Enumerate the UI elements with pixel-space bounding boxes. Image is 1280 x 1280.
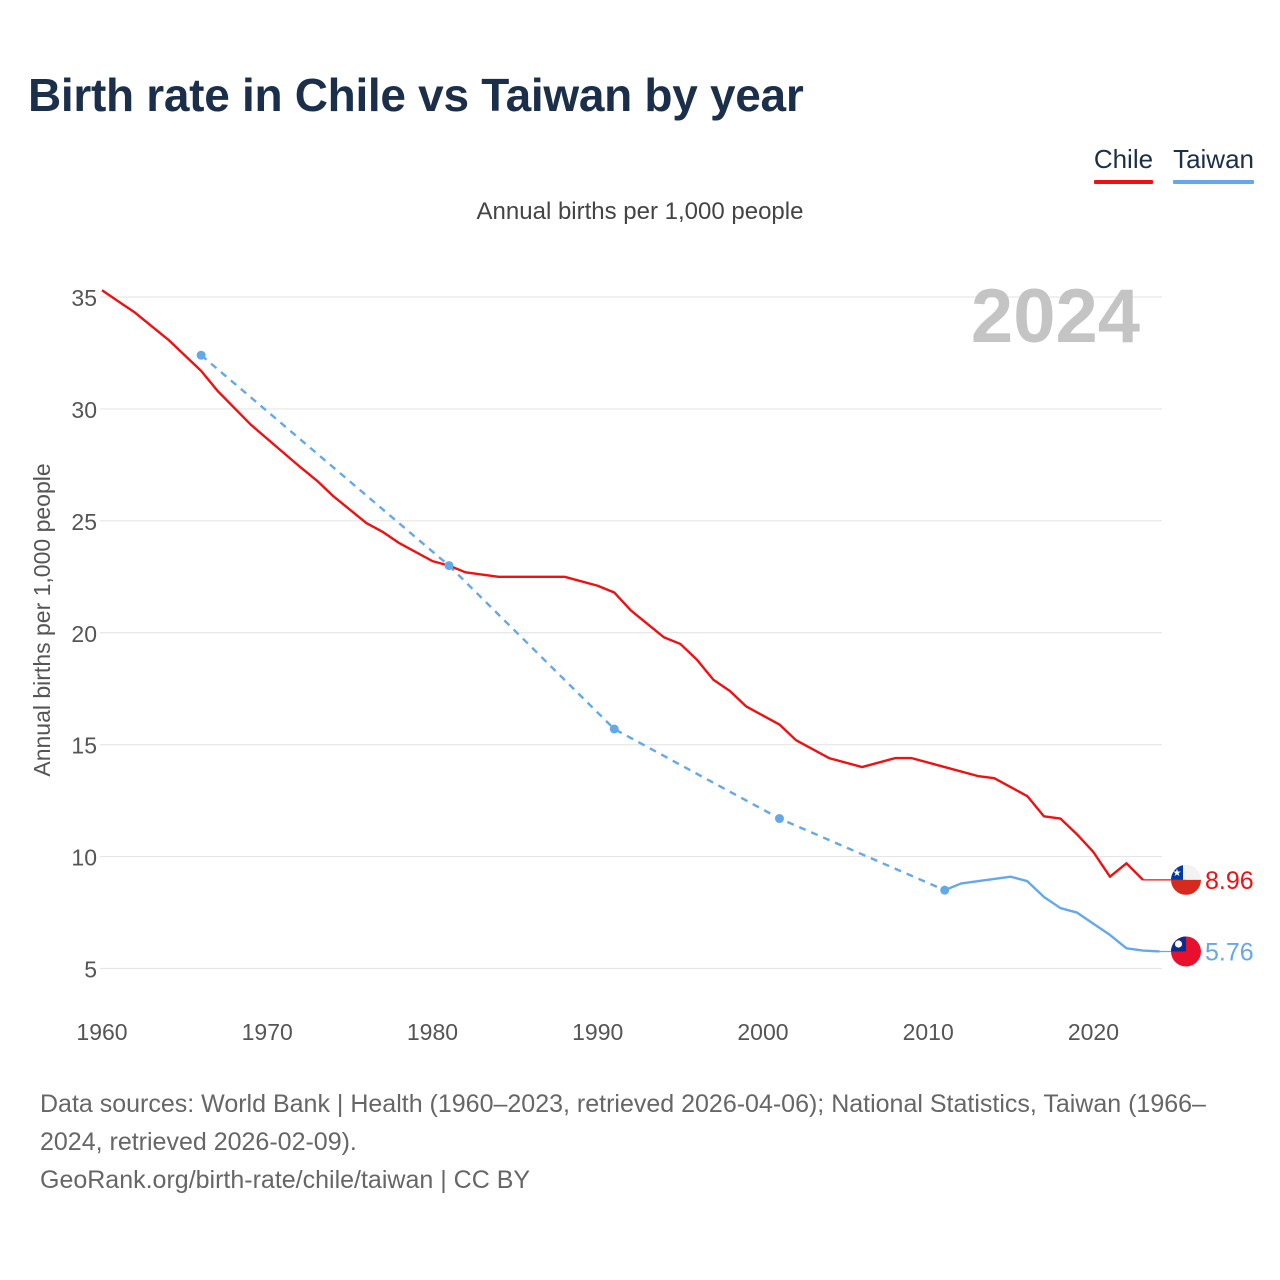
- footer: Data sources: World Bank | Health (1960–…: [40, 1085, 1250, 1199]
- legend-item-taiwan[interactable]: Taiwan: [1173, 144, 1254, 184]
- chart-title: Birth rate in Chile vs Taiwan by year: [28, 69, 804, 121]
- taiwan-flag-icon: [1171, 936, 1201, 967]
- chart-subtitle: Annual births per 1,000 people: [476, 198, 804, 225]
- flag-sun: [1174, 940, 1183, 948]
- series-line-taiwan: [944, 875, 1160, 953]
- chile-flag-icon: ★: [1171, 864, 1201, 895]
- x-tick-label: 1980: [407, 1019, 458, 1045]
- x-tick-label: 1990: [572, 1019, 623, 1045]
- data-point-taiwan: [774, 814, 784, 824]
- y-tick-label: 35: [71, 285, 97, 311]
- y-axis-label: Annual births per 1,000 people: [29, 463, 55, 776]
- x-tick-label: 2020: [1068, 1019, 1119, 1045]
- legend-swatch-chile: [1093, 180, 1154, 184]
- data-point-taiwan: [444, 561, 454, 571]
- flag-star: ★: [1173, 868, 1182, 879]
- x-tick-label: 1960: [76, 1019, 127, 1045]
- y-tick-label: 5: [84, 957, 97, 983]
- x-tick-label: 2010: [903, 1019, 954, 1045]
- flag-body: [1171, 936, 1201, 967]
- y-tick-label: 20: [71, 621, 97, 647]
- flag-body: ★: [1171, 864, 1201, 895]
- end-label-taiwan: 5.76: [1205, 938, 1254, 966]
- data-sources: Data sources: World Bank | Health (1960–…: [40, 1090, 1206, 1156]
- legend: Chile Taiwan: [1093, 144, 1254, 184]
- legend-label-chile: Chile: [1093, 144, 1154, 174]
- year-watermark: 2024: [971, 274, 1140, 359]
- end-label-chile: 8.96: [1205, 867, 1254, 895]
- data-point-taiwan: [609, 724, 619, 734]
- y-tick-label: 10: [71, 845, 97, 871]
- x-tick-label: 2000: [737, 1019, 788, 1045]
- legend-item-chile[interactable]: Chile: [1093, 144, 1154, 184]
- chart-area: 5 10 15 20 25 30 35 1960 1970 1980 1990 2000 2010 202…: [29, 274, 1254, 1045]
- series-dashed-taiwan: [200, 354, 946, 892]
- x-tick-label: 1970: [242, 1019, 293, 1045]
- data-point-taiwan: [196, 350, 206, 360]
- series-line-chile: [101, 289, 1144, 881]
- legend-swatch-taiwan: [1173, 180, 1254, 184]
- y-tick-label: 25: [71, 509, 97, 535]
- y-tick-label: 30: [71, 397, 97, 423]
- legend-label-taiwan: Taiwan: [1173, 144, 1254, 174]
- flag-red: [1171, 879, 1201, 895]
- credit-link[interactable]: GeoRank.org/birth-rate/chile/taiwan | CC…: [40, 1166, 531, 1194]
- y-tick-label: 15: [71, 733, 97, 759]
